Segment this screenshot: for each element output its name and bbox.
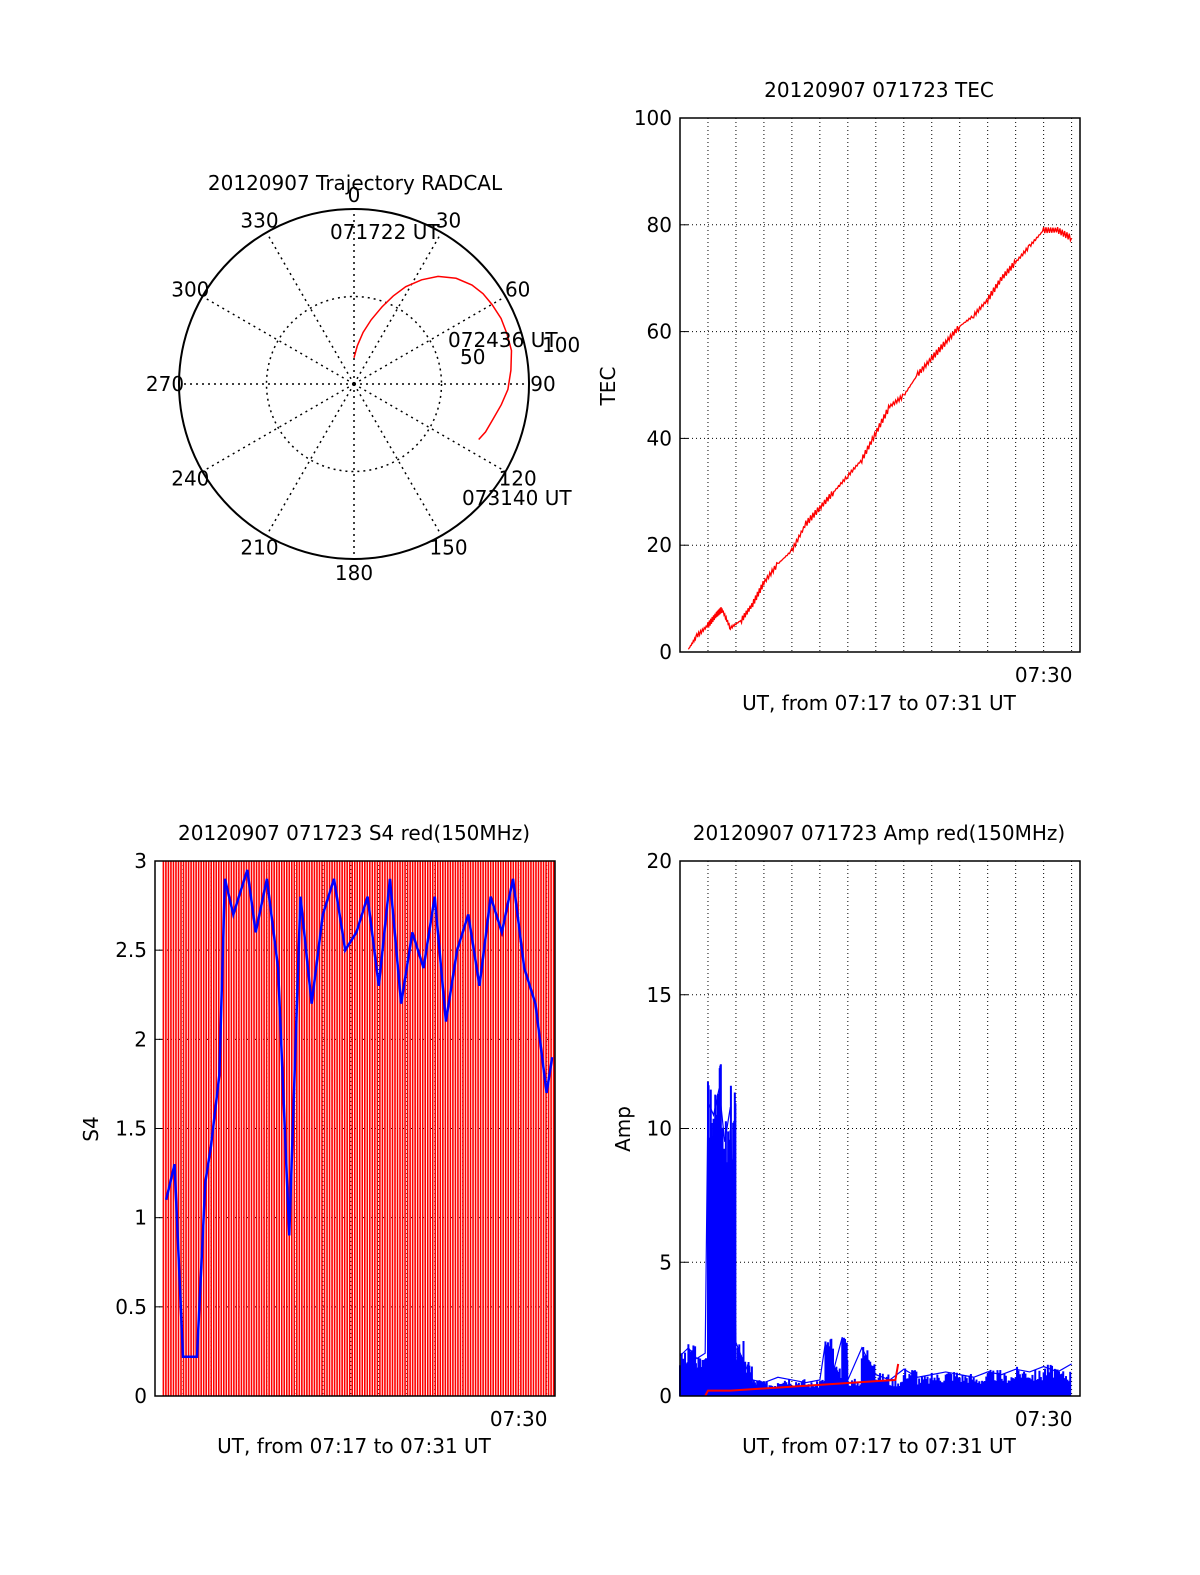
- plot-frame: [154, 860, 556, 1397]
- angle-label: 270: [146, 372, 184, 396]
- y-tick-label: 10: [647, 1117, 672, 1141]
- polar-ring-50: [265, 295, 443, 473]
- polar-spoke: [353, 383, 443, 536]
- x-tick-label: 07:30: [1015, 663, 1073, 687]
- radius-label-100: 100: [542, 333, 580, 357]
- y-tick-label: 1.5: [115, 1117, 147, 1141]
- polar-spoke: [353, 232, 443, 385]
- angle-label: 180: [335, 561, 373, 585]
- amp-axes: 0 5 10 15 20 07:30: [647, 849, 1081, 1431]
- annotation-mid-time: 072436 UT: [448, 328, 558, 352]
- annotation-start-time: 071722 UT: [330, 220, 440, 244]
- s4-panel: 20120907 071723 S4 red(150MHz) 0 0.5 1 1.5 2…: [79, 821, 556, 1458]
- y-tick-label: 3: [134, 849, 147, 873]
- y-tick-label: 0: [659, 1384, 672, 1408]
- y-tick-label: 0: [134, 1384, 147, 1408]
- y-tick-label: 0.5: [115, 1295, 147, 1319]
- plot-frame: [679, 860, 1081, 1397]
- trajectory-panel: 20120907 Trajectory RADCAL 0 30 60 90 120 150…: [146, 171, 580, 585]
- y-tick-label: 15: [647, 983, 672, 1007]
- polar-angle-labels: 0 30 60 90 120 150 180 210 240 270 300 330: [146, 183, 556, 585]
- y-tick-label: 100: [634, 106, 672, 130]
- annotation-end-time: 073140 UT: [462, 486, 572, 510]
- tec-series-line: [687, 226, 1073, 650]
- tec-panel: 20120907 071723 TEC 0 20 40 60 80 100 07:30 TE…: [596, 78, 1081, 715]
- angle-label: 330: [240, 208, 278, 232]
- polar-spoke: [202, 295, 355, 385]
- trajectory-line: [353, 275, 513, 441]
- polar-spoke: [265, 232, 355, 385]
- s4-axes: 0 0.5 1 1.5 2 2.5 3 07:30: [115, 849, 556, 1431]
- trajectory-title: 20120907 Trajectory RADCAL: [208, 171, 503, 195]
- angle-label: 60: [505, 278, 530, 302]
- amp-red-series: [704, 1363, 900, 1397]
- y-tick-label: 1: [134, 1206, 147, 1230]
- s4-ylabel: S4: [79, 1116, 103, 1141]
- s4-xlabel: UT, from 07:17 to 07:31 UT: [217, 1434, 492, 1458]
- y-tick-label: 40: [647, 426, 672, 450]
- y-tick-label: 2: [134, 1027, 147, 1051]
- angle-label: 30: [436, 208, 461, 232]
- polar-spoke: [353, 295, 506, 385]
- tec-title: 20120907 071723 TEC: [764, 78, 994, 102]
- tec-xlabel: UT, from 07:17 to 07:31 UT: [742, 691, 1017, 715]
- angle-label: 210: [240, 536, 278, 560]
- tec-axes: 0 20 40 60 80 100 07:30: [634, 106, 1081, 687]
- y-tick-label: 80: [647, 213, 672, 237]
- plot-frame: [679, 117, 1081, 653]
- amp-xlabel: UT, from 07:17 to 07:31 UT: [742, 1434, 1017, 1458]
- s4-title: 20120907 071723 S4 red(150MHz): [178, 821, 530, 845]
- y-tick-label: 0: [659, 640, 672, 664]
- y-tick-label: 2.5: [115, 938, 147, 962]
- y-tick-label: 20: [647, 533, 672, 557]
- x-tick-label: 07:30: [1015, 1407, 1073, 1431]
- y-tick-label: 20: [647, 849, 672, 873]
- angle-label: 240: [171, 467, 209, 491]
- angle-label: 0: [348, 183, 361, 207]
- amp-title: 20120907 071723 Amp red(150MHz): [693, 821, 1065, 845]
- y-tick-label: 60: [647, 320, 672, 344]
- x-tick-label: 07:30: [490, 1407, 548, 1431]
- radius-label-50: 50: [460, 345, 485, 369]
- amp-panel: 20120907 071723 Amp red(150MHz) 0 5 10 15 20…: [611, 821, 1081, 1458]
- polar-grid: [178, 208, 530, 560]
- amp-ylabel: Amp: [611, 1106, 635, 1152]
- tec-ylabel: TEC: [596, 367, 620, 407]
- polar-spoke: [353, 383, 506, 473]
- polar-spoke: [202, 383, 355, 473]
- angle-label: 90: [530, 372, 555, 396]
- angle-label: 300: [171, 278, 209, 302]
- s4-blue-series: [164, 869, 554, 1359]
- amp-blue-series: [679, 1088, 1072, 1384]
- angle-label: 150: [429, 536, 467, 560]
- angle-label: 120: [499, 467, 537, 491]
- polar-spoke: [265, 383, 355, 536]
- trajectory-trace: [353, 275, 513, 441]
- y-tick-label: 5: [659, 1250, 672, 1274]
